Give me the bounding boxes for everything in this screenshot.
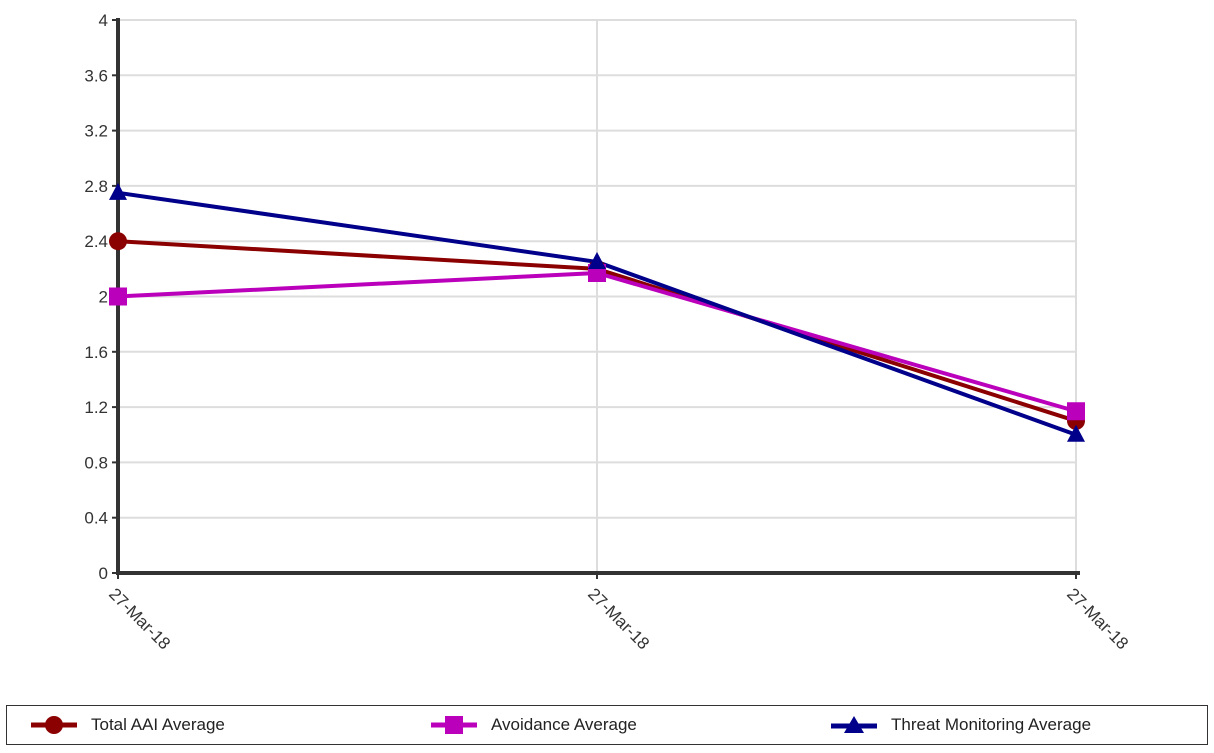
y-tick-label: 0.4 <box>84 509 108 528</box>
data-point <box>588 251 606 269</box>
grid-lines <box>117 19 1077 574</box>
y-tick-label: 2.8 <box>84 177 108 196</box>
data-point <box>109 232 127 251</box>
legend-item-avoidance[interactable]: Avoidance Average <box>429 706 637 744</box>
legend-label: Threat Monitoring Average <box>891 715 1092 734</box>
data-point <box>1067 424 1085 442</box>
legend-label: Total AAI Average <box>91 715 225 734</box>
y-tick-label: 0.8 <box>84 453 108 472</box>
y-tick-label: 2 <box>99 288 108 307</box>
x-tick-label: 27-Mar-18 <box>584 584 653 653</box>
y-tick-label: 4 <box>99 11 108 30</box>
legend-item-total-aai[interactable]: Total AAI Average <box>29 706 225 744</box>
x-tick-label: 27-Mar-18 <box>1063 584 1132 653</box>
y-tick-label: 3.6 <box>84 66 108 85</box>
y-tick-label: 3.2 <box>84 122 108 141</box>
y-tick-label: 1.6 <box>84 343 108 362</box>
square-marker-icon <box>431 716 477 734</box>
y-tick-label: 0 <box>99 564 108 583</box>
tick-labels: 0 0.4 0.8 1.2 1.6 2 2.4 2.8 3.2 3.6 4 27-Mar-18 27-M… <box>84 11 1132 653</box>
data-point <box>109 182 127 200</box>
x-tick-label: 27-Mar-18 <box>105 584 174 653</box>
data-point <box>1067 402 1085 421</box>
line-chart: 0 0.4 0.8 1.2 1.6 2 2.4 2.8 3.2 3.6 4 27-Mar-18 27-M… <box>84 11 1132 653</box>
legend: Total AAI Average Avoidance Average Thre… <box>6 705 1208 745</box>
legend-label: Avoidance Average <box>491 715 637 734</box>
series-group <box>109 182 1085 442</box>
legend-item-threat-monitoring[interactable]: Threat Monitoring Average <box>829 706 1091 744</box>
circle-marker-icon <box>31 716 77 734</box>
triangle-marker-icon <box>831 716 877 733</box>
y-tick-label: 1.2 <box>84 398 108 417</box>
y-tick-label: 2.4 <box>84 232 108 251</box>
data-point <box>109 287 127 306</box>
